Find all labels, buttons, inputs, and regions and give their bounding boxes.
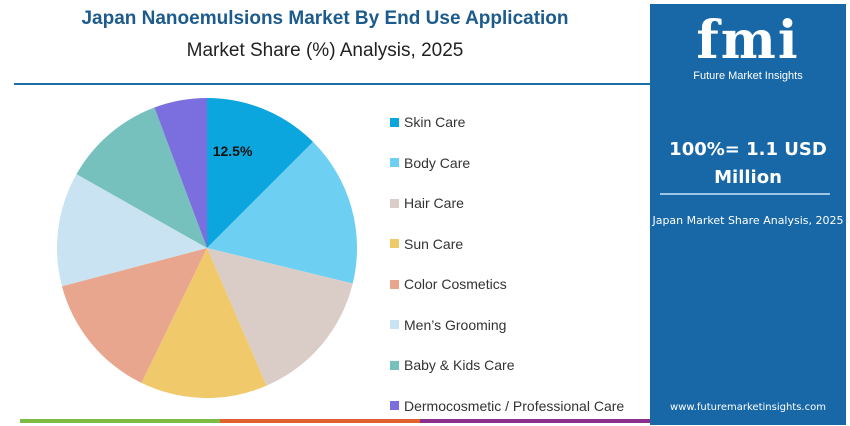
legend-label: Color Cosmetics: [404, 276, 507, 292]
legend-swatch: [390, 199, 399, 208]
legend-label: Sun Care: [404, 236, 463, 252]
legend-item: Baby & Kids Care: [390, 345, 624, 386]
legend-swatch: [390, 320, 399, 329]
legend: Skin Care Body Care Hair Care Sun Care Color…: [390, 102, 624, 426]
legend-item: Skin Care: [390, 102, 624, 143]
legend-label: Body Care: [404, 155, 470, 171]
fmi-logo: fmi Future Market Insights: [650, 12, 846, 82]
footer-bar-purple: [420, 419, 650, 423]
legend-label: Skin Care: [404, 114, 465, 130]
market-total: 100%= 1.1 USD Million: [650, 136, 846, 192]
legend-swatch: [390, 280, 399, 289]
footer-bar-green: [20, 419, 220, 423]
logo-text: fmi: [650, 12, 846, 70]
legend-swatch: [390, 158, 399, 167]
legend-item: Color Cosmetics: [390, 264, 624, 305]
legend-swatch: [390, 361, 399, 370]
legend-swatch: [390, 239, 399, 248]
legend-swatch: [390, 118, 399, 127]
legend-swatch: [390, 401, 399, 410]
legend-label: Men’s Grooming: [404, 317, 506, 333]
legend-item: Men’s Grooming: [390, 305, 624, 346]
legend-item: Body Care: [390, 143, 624, 184]
website-link[interactable]: www.futuremarketinsights.com: [650, 402, 846, 413]
market-description: Japan Market Share Analysis, 2025: [650, 214, 846, 227]
legend-label: Dermocosmetic / Professional Care: [404, 398, 624, 414]
divider: [14, 83, 654, 85]
legend-label: Hair Care: [404, 195, 464, 211]
chart-title: Japan Nanoemulsions Market By End Use Ap…: [0, 8, 650, 30]
logo-name: Future Market Insights: [650, 70, 846, 82]
legend-label: Baby & Kids Care: [404, 357, 515, 373]
legend-item: Sun Care: [390, 224, 624, 265]
data-label: 12.5%: [213, 143, 253, 159]
sidebar-panel: fmi Future Market Insights 100%= 1.1 USD…: [650, 4, 846, 425]
divider: [660, 193, 830, 195]
footer-bar-orange: [220, 419, 420, 423]
pie-chart: 12.5%: [0, 90, 400, 410]
chart-subtitle: Market Share (%) Analysis, 2025: [0, 40, 650, 62]
legend-item: Hair Care: [390, 183, 624, 224]
